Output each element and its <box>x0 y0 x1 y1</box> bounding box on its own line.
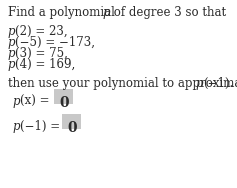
Text: (−1) =: (−1) = <box>20 120 64 133</box>
Text: p: p <box>8 36 15 49</box>
Text: (−1).: (−1). <box>203 77 233 90</box>
Text: p: p <box>13 95 20 108</box>
Text: (x) =: (x) = <box>20 95 53 108</box>
Text: p: p <box>8 58 15 71</box>
Text: (3) = 75,: (3) = 75, <box>15 47 68 60</box>
Text: then use your polynomial to approximate: then use your polynomial to approximate <box>8 77 237 90</box>
FancyBboxPatch shape <box>55 89 73 104</box>
Text: 0: 0 <box>59 96 69 110</box>
FancyBboxPatch shape <box>63 114 82 129</box>
Text: p: p <box>8 25 15 38</box>
Text: p: p <box>196 77 204 90</box>
Text: (−5) = −173,: (−5) = −173, <box>15 36 95 49</box>
Text: p: p <box>13 120 20 133</box>
Text: Find a polynomial: Find a polynomial <box>8 6 119 19</box>
Text: 0: 0 <box>67 121 77 135</box>
Text: of degree 3 so that: of degree 3 so that <box>110 6 226 19</box>
Text: (4) = 169,: (4) = 169, <box>15 58 75 71</box>
Text: p: p <box>8 47 15 60</box>
Text: (2) = 23,: (2) = 23, <box>15 25 68 38</box>
Text: p: p <box>103 6 110 19</box>
